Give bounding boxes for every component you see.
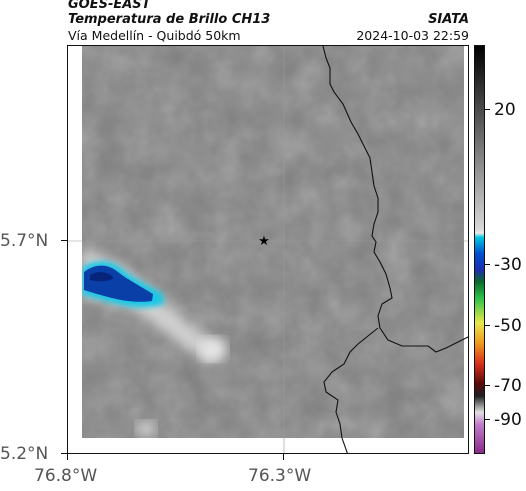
colorbar [474, 45, 485, 454]
lon-label: 76.3°W [248, 466, 312, 486]
timestamp-label: 2024-10-03 22:59 [356, 28, 469, 43]
bright-cloud-spot-lower [136, 421, 156, 437]
colorbar-label: -30 [494, 255, 522, 275]
colorbar-label: -50 [494, 316, 522, 336]
colorbar-gradient [475, 46, 484, 453]
bright-cloud-spot [199, 337, 227, 361]
cold-cloud-inner [90, 272, 114, 282]
nodata-left [68, 46, 82, 453]
satellite-map[interactable]: ★ [67, 45, 469, 454]
lat-tick [61, 240, 67, 241]
colorbar-tick [485, 419, 490, 420]
lat-label: 5.7°N [0, 231, 49, 251]
colorbar-tick [485, 264, 490, 265]
colorbar-label: -70 [494, 376, 522, 396]
colorbar-tick [485, 325, 490, 326]
colorbar-label: 20 [494, 100, 516, 120]
satellite-name: GOES-EAST [68, 0, 151, 12]
colorbar-label: -90 [494, 410, 522, 430]
lon-label: 76.8°W [34, 466, 98, 486]
lat-tick [61, 453, 67, 454]
colorbar-tick [485, 385, 490, 386]
department-border [322, 46, 468, 353]
organization-label: SIATA [428, 12, 469, 27]
brightness-texture [82, 46, 468, 438]
department-border-lower [323, 327, 379, 453]
lat-label: 5.2°N [0, 444, 49, 464]
map-canvas: ★ [68, 46, 468, 453]
lon-tick [283, 454, 284, 460]
lon-tick [67, 454, 68, 460]
nodata-right [464, 46, 468, 453]
region-label: Vía Medellín - Quibdó 50km [68, 28, 241, 43]
nodata-bottom [68, 438, 468, 453]
star-marker: ★ [258, 234, 270, 249]
product-title: Temperatura de Brillo CH13 [68, 12, 271, 27]
colorbar-tick [485, 109, 490, 110]
